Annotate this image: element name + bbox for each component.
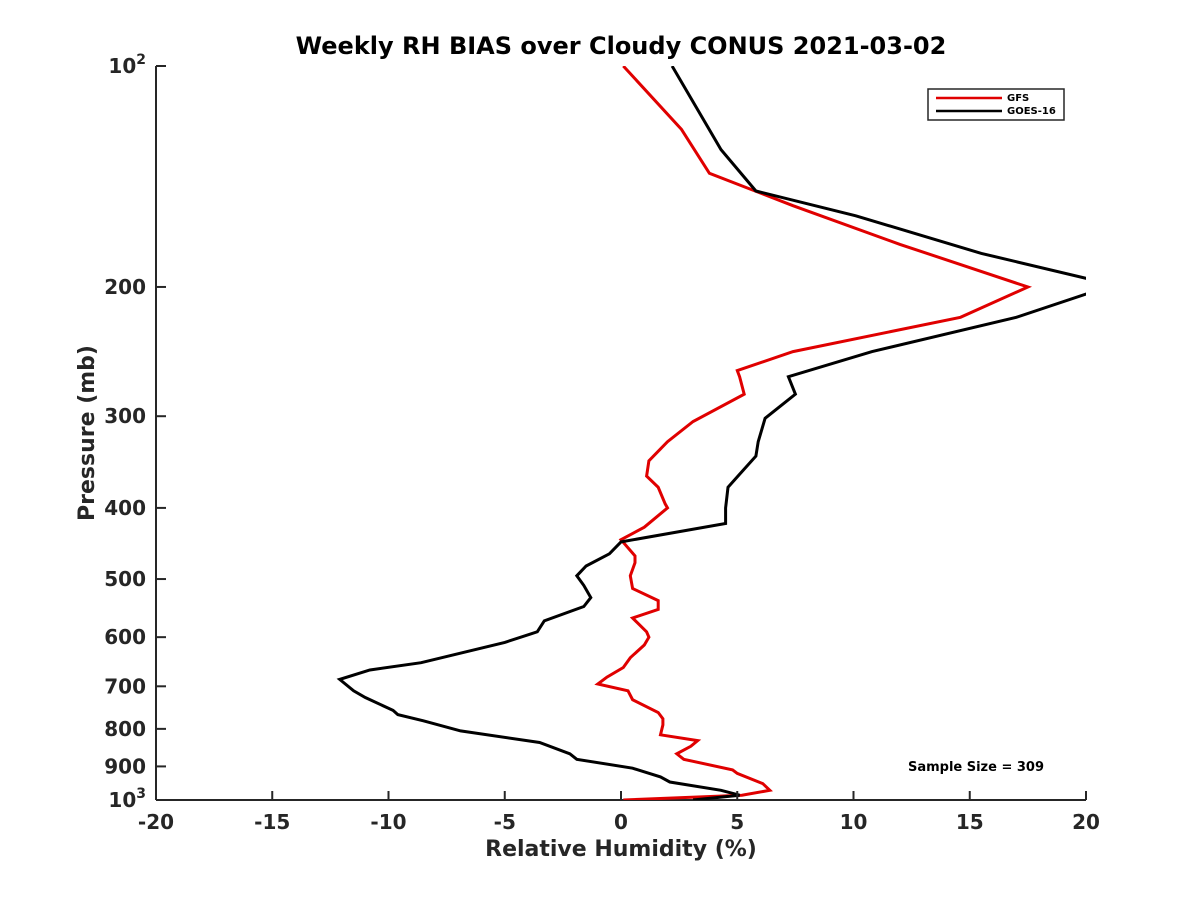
legend-label-gfs: GFS xyxy=(1007,93,1029,104)
y-tick-label: 900 xyxy=(104,754,146,778)
x-tick-label: 15 xyxy=(956,810,984,834)
y-tick-label: 400 xyxy=(104,496,146,520)
x-tick-label: 5 xyxy=(730,810,744,834)
y-tick-label: 200 xyxy=(104,275,146,299)
x-tick-label: 10 xyxy=(840,810,868,834)
legend-box xyxy=(927,88,1065,121)
y-axis-ticks: 102 200 300 400 500 600 700 800 900 103 xyxy=(104,52,166,812)
series-layer xyxy=(336,66,1086,800)
x-tick-label: 20 xyxy=(1072,810,1100,834)
y-tick-label: 500 xyxy=(104,567,146,591)
chart-title: Weekly RH BIAS over Cloudy CONUS 2021-03… xyxy=(296,32,947,60)
series-line-gfs xyxy=(594,66,1033,800)
x-tick-label: -20 xyxy=(138,810,174,834)
y-tick-label: 103 xyxy=(108,786,146,812)
y-axis-title: Pressure (mb) xyxy=(75,345,100,521)
sample-size-annotation: Sample Size = 309 xyxy=(908,760,1044,775)
x-tick-label: -10 xyxy=(370,810,406,834)
plot-area: -20 -15 -10 -5 0 5 10 15 20 102 200 300 400 500 600 70… xyxy=(104,52,1100,834)
x-axis-title: Relative Humidity (%) xyxy=(485,837,757,862)
x-axis-ticks: -20 -15 -10 -5 0 5 10 15 20 xyxy=(138,791,1100,834)
y-tick-label: 700 xyxy=(104,674,146,698)
x-tick-label: -15 xyxy=(254,810,290,834)
series-line-goes16 xyxy=(336,66,1086,800)
legend-label-goes16: GOES-16 xyxy=(1007,106,1056,117)
x-tick-label: 0 xyxy=(614,810,628,834)
y-tick-label: 102 xyxy=(108,52,146,78)
legend: GFS GOES-16 xyxy=(927,88,1065,121)
y-tick-label: 300 xyxy=(104,404,146,428)
x-tick-label: -5 xyxy=(494,810,516,834)
y-tick-label: 800 xyxy=(104,717,146,741)
y-tick-label: 600 xyxy=(104,625,146,649)
